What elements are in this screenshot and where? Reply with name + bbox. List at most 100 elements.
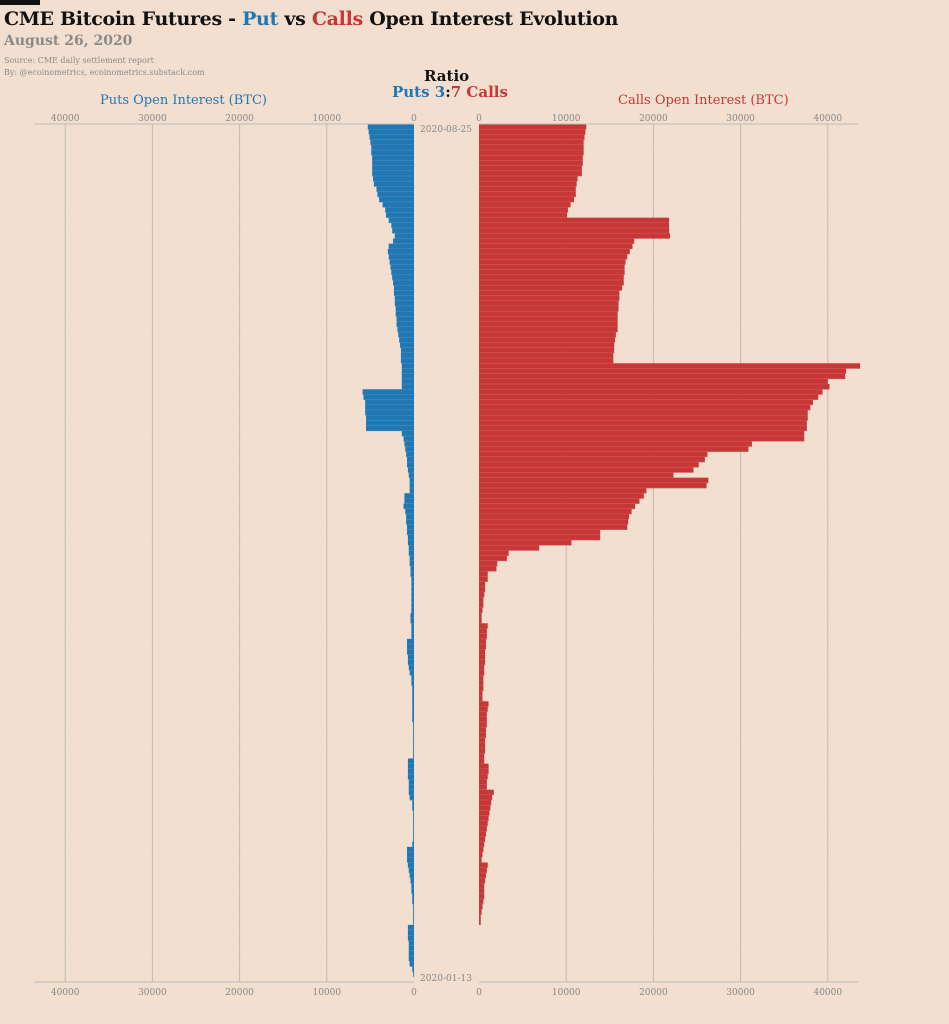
calls-bar — [479, 524, 628, 530]
calls-bar — [479, 852, 483, 858]
puts-bar — [408, 940, 414, 946]
puts-bar — [407, 534, 414, 541]
calls-bar — [479, 467, 694, 473]
calls-bar — [479, 207, 568, 213]
calls-bar — [479, 748, 486, 754]
puts-bar — [382, 202, 414, 208]
puts-bar — [401, 368, 414, 374]
puts-bar — [408, 867, 414, 874]
puts-tick-label-top: 40000 — [51, 114, 80, 124]
calls-bar — [479, 384, 830, 390]
puts-bar — [412, 966, 414, 972]
puts-bar — [407, 857, 414, 863]
puts-bar — [412, 841, 414, 848]
calls-bar — [479, 534, 601, 541]
puts-bar — [407, 462, 414, 468]
calls-bar — [479, 690, 483, 697]
puts-bar — [406, 514, 414, 520]
calls-bar — [479, 768, 489, 775]
puts-bar — [397, 326, 414, 333]
puts-bar — [372, 160, 414, 166]
title-text-1: CME Bitcoin Futures - — [4, 8, 243, 30]
puts-bar — [413, 742, 414, 749]
puts-bar — [411, 623, 414, 629]
puts-bar — [407, 654, 414, 660]
puts-bar — [371, 150, 414, 156]
puts-axis-title: Puts Open Interest (BTC) — [100, 93, 268, 108]
calls-tick-label-top: 40000 — [813, 114, 842, 124]
puts-bar — [411, 592, 414, 598]
calls-bar — [479, 508, 632, 515]
calls-bar — [479, 586, 486, 593]
chart-title: CME Bitcoin Futures - Put vs Calls Open … — [4, 8, 618, 30]
puts-bar — [413, 831, 414, 837]
puts-bar — [391, 269, 414, 276]
puts-bar — [400, 358, 414, 364]
calls-bar — [479, 566, 497, 572]
puts-bar — [413, 815, 414, 822]
puts-tick-label-bottom: 30000 — [138, 988, 167, 998]
puts-bar — [365, 399, 414, 406]
puts-bar — [372, 155, 414, 161]
calls-bar — [479, 826, 487, 832]
calls-bar — [479, 732, 486, 738]
puts-bar — [395, 306, 414, 312]
puts-bar — [371, 144, 414, 151]
puts-bar — [412, 716, 414, 723]
puts-bar — [411, 581, 414, 588]
calls-bar — [479, 363, 861, 369]
puts-bar — [368, 129, 414, 135]
calls-bar — [479, 763, 489, 770]
puts-bar — [413, 732, 414, 738]
puts-bar — [408, 545, 414, 551]
puts-bar — [393, 238, 414, 244]
calls-bar — [479, 155, 583, 161]
puts-bar — [404, 493, 414, 499]
puts-bar — [377, 191, 414, 198]
calls-bar — [479, 680, 484, 686]
title-vs: vs — [278, 8, 312, 30]
puts-bar — [407, 862, 414, 868]
calls-bar — [479, 124, 587, 130]
puts-bar — [410, 566, 414, 572]
calls-bar — [479, 623, 488, 629]
puts-bar — [411, 576, 414, 582]
puts-bar — [408, 956, 414, 962]
puts-bar — [413, 971, 414, 978]
puts-bar — [394, 233, 414, 239]
calls-bar — [479, 820, 488, 827]
calls-bar — [479, 181, 577, 187]
puts-bar — [411, 597, 414, 603]
puts-bar — [393, 290, 414, 296]
puts-bar — [410, 618, 414, 624]
puts-tick-label-top: 0 — [411, 114, 417, 124]
calls-bar — [479, 742, 486, 749]
calls-bar — [479, 514, 629, 520]
calls-bar — [479, 919, 481, 926]
calls-bar — [479, 254, 628, 260]
puts-bar — [404, 498, 414, 504]
puts-bar — [366, 415, 414, 421]
calls-bar — [479, 831, 486, 837]
puts-bar — [387, 248, 414, 255]
puts-bar — [407, 524, 414, 530]
calls-bar — [479, 664, 485, 671]
calls-bar — [479, 316, 618, 322]
puts-bar — [413, 909, 414, 915]
puts-bar — [413, 820, 414, 827]
calls-bar — [479, 727, 486, 733]
puts-tick-label-bottom: 20000 — [225, 988, 254, 998]
calls-bar — [479, 488, 647, 494]
puts-bar — [413, 753, 414, 759]
calls-bar — [479, 618, 482, 624]
puts-bar — [400, 352, 414, 359]
calls-bar — [479, 150, 584, 156]
puts-bar — [404, 441, 414, 447]
calls-bar — [479, 685, 484, 692]
puts-bar — [407, 935, 414, 941]
calls-bar — [479, 415, 808, 421]
calls-bar — [479, 597, 484, 603]
puts-bar — [409, 555, 414, 562]
calls-bar — [479, 144, 584, 151]
